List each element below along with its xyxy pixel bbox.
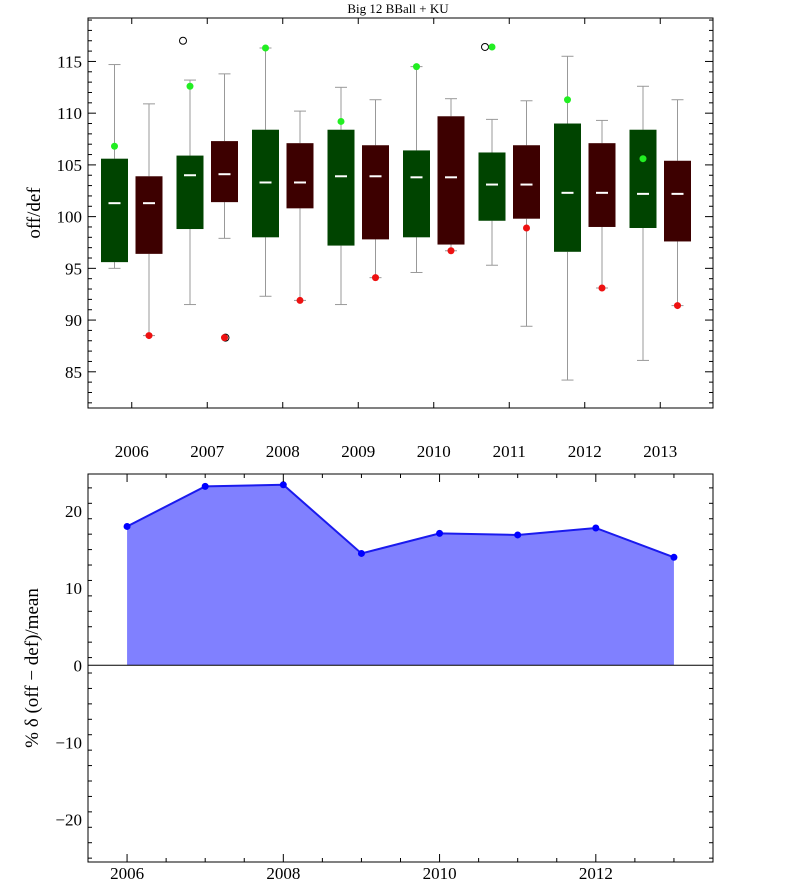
boxplot-y-axis: 85 90 95 100 105 110 115: [57, 19, 713, 404]
data-point-2012: [592, 524, 600, 532]
x-tick-label: 2010: [417, 442, 451, 461]
boxplot-marks: [101, 36, 691, 381]
area-y-axis: −20 −10 0 10 20: [55, 487, 713, 859]
box-def-2012: [588, 143, 616, 227]
box-off-2013: [629, 129, 657, 228]
x-tick-label: 2009: [341, 442, 375, 461]
x-tick-label: 2006: [110, 864, 144, 882]
box-def-2006: [135, 176, 163, 254]
box-off-2008: [252, 129, 279, 238]
y-tick-label: 115: [57, 52, 82, 71]
outlier-off-2007: [179, 36, 187, 45]
ku-point-off-2013: [639, 155, 647, 163]
area-y-axis-label: % δ (off − def)/mean: [22, 588, 43, 748]
x-tick-label: 2010: [423, 864, 457, 882]
boxplot-x-axis: 2006 2007 2008 2009 2010 2011 2012 2013: [115, 18, 677, 461]
box-off-2012: [554, 123, 581, 252]
box-off-2006: [101, 158, 128, 263]
area-fill: [127, 484, 674, 666]
y-tick-label: 10: [65, 579, 82, 598]
data-point-2010: [436, 529, 444, 537]
ku-point-def-2010: [447, 247, 455, 255]
y-tick-label: 110: [57, 104, 82, 123]
x-tick-label: 2006: [115, 442, 149, 461]
ku-point-def-2013: [674, 302, 681, 310]
y-tick-label: 20: [65, 502, 82, 521]
x-tick-label: 2008: [266, 442, 300, 461]
area-x-axis: 2006 2008 2010 2012: [110, 474, 675, 882]
y-tick-label: 105: [57, 156, 83, 175]
data-point-2013: [670, 553, 678, 561]
data-point-2009: [357, 549, 365, 557]
chart-title: Big 12 BBall + KU: [347, 1, 449, 16]
y-tick-label: −10: [55, 733, 82, 752]
y-tick-label: 95: [65, 259, 82, 278]
ku-point-def-2011: [523, 224, 530, 232]
box-def-2010: [437, 116, 465, 245]
box-def-2013: [664, 160, 691, 242]
boxplot-frame: [87, 17, 714, 409]
y-tick-label: 0: [74, 656, 83, 675]
box-def-2009: [362, 145, 389, 240]
box-off-2010: [403, 150, 430, 238]
x-tick-label: 2008: [266, 864, 300, 882]
y-tick-label: 90: [65, 311, 82, 330]
ku-point-def-2007: [221, 334, 228, 342]
ku-point-def-2009: [372, 274, 379, 282]
ku-point-off-2008: [262, 44, 269, 52]
ku-point-off-2011: [488, 43, 496, 51]
ku-point-off-2007: [186, 82, 194, 90]
box-off-2009: [327, 129, 355, 246]
data-point-2011: [514, 531, 522, 539]
data-point-2006: [123, 522, 131, 530]
ku-point-def-2008: [296, 296, 304, 304]
ku-point-off-2012: [564, 96, 571, 104]
ku-point-off-2010: [413, 63, 420, 71]
box-def-2008: [286, 143, 314, 209]
data-point-2007: [201, 482, 209, 490]
box-off-2007: [176, 155, 204, 230]
y-tick-label: 85: [65, 363, 82, 382]
boxplot-y-axis-label: off/def: [24, 187, 45, 239]
series-line: [126, 483, 675, 559]
x-tick-label: 2012: [579, 864, 613, 882]
box-def-2011: [513, 145, 540, 219]
ku-point-def-2006: [145, 332, 153, 340]
box-def-2007: [211, 141, 238, 203]
x-tick-label: 2011: [493, 442, 526, 461]
ku-point-def-2012: [598, 284, 606, 292]
area-marks: [88, 481, 713, 666]
ku-point-off-2009: [337, 117, 345, 125]
ku-point-off-2006: [111, 142, 118, 150]
x-tick-label: 2013: [643, 442, 677, 461]
box-off-2011: [478, 152, 506, 221]
outlier-off-2011: [481, 42, 489, 51]
x-tick-label: 2012: [568, 442, 602, 461]
y-tick-label: −20: [55, 811, 82, 830]
area-panel: −20 −10 0 10 20 2006 2008 2010 2012 % δ (off − …: [22, 473, 714, 882]
data-point-2008: [279, 481, 287, 489]
y-tick-label: 100: [57, 208, 83, 227]
x-tick-label: 2007: [190, 442, 225, 461]
